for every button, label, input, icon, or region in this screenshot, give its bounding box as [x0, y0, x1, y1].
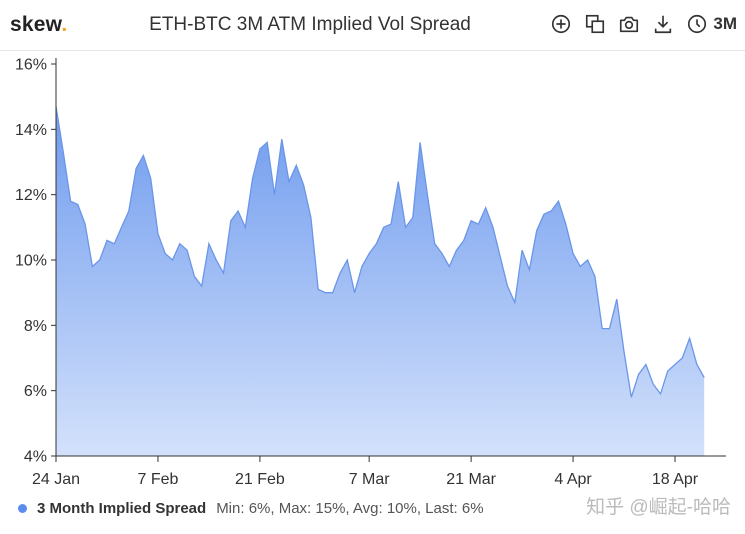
chart-title: ETH-BTC 3M ATM Implied Vol Spread — [149, 14, 471, 35]
chart-toolbar: 3M — [549, 12, 737, 36]
x-tick-label: 21 Mar — [446, 471, 496, 488]
y-tick-label: 14% — [15, 122, 47, 139]
y-axis: 16% 14% 12% 10% 8% 6% 4% — [15, 57, 56, 466]
y-tick-label: 4% — [24, 449, 47, 466]
y-tick-label: 12% — [15, 187, 47, 204]
chart-header: skew. ETH-BTC 3M ATM Implied Vol Spread … — [0, 0, 745, 50]
y-tick-label: 10% — [15, 253, 47, 270]
logo-text: skew — [10, 13, 62, 36]
zoom-in-icon[interactable] — [549, 12, 573, 36]
logo-dot: . — [61, 13, 68, 36]
range-selector[interactable]: 3M — [685, 12, 737, 36]
x-tick-label: 21 Feb — [235, 471, 285, 488]
series-area — [56, 106, 705, 456]
y-tick-label: 8% — [24, 318, 47, 335]
header-divider — [0, 50, 745, 51]
copy-icon[interactable] — [583, 12, 607, 36]
x-tick-label: 4 Apr — [554, 471, 592, 488]
range-label: 3M — [713, 14, 737, 33]
watermark: 知乎 @崛起-哈哈 — [586, 497, 731, 518]
clock-icon — [685, 12, 709, 36]
x-tick-label: 7 Feb — [137, 471, 178, 488]
y-tick-label: 6% — [24, 383, 47, 400]
implied-spread-chart[interactable]: 16% 14% 12% 10% 8% 6% 4% 24 Jan 7 Feb 21 Feb 7 Ma… — [0, 51, 745, 491]
legend-series-name: 3 Month Implied Spread — [37, 500, 207, 517]
x-tick-label: 7 Mar — [349, 471, 391, 488]
legend-marker — [18, 504, 27, 513]
skew-logo[interactable]: skew. — [10, 13, 67, 37]
x-tick-label: 18 Apr — [652, 471, 699, 488]
download-icon[interactable] — [651, 12, 675, 36]
y-tick-label: 16% — [15, 57, 47, 74]
chart-legend[interactable]: 3 Month Implied Spread Min: 6%, Max: 15%… — [18, 500, 484, 517]
legend-stats: Min: 6%, Max: 15%, Avg: 10%, Last: 6% — [216, 500, 484, 517]
x-axis: 24 Jan 7 Feb 21 Feb 7 Mar 21 Mar 4 Apr 18 Apr — [32, 456, 699, 488]
x-tick-label: 24 Jan — [32, 471, 80, 488]
camera-icon[interactable] — [617, 12, 641, 36]
series-line — [55, 106, 705, 398]
